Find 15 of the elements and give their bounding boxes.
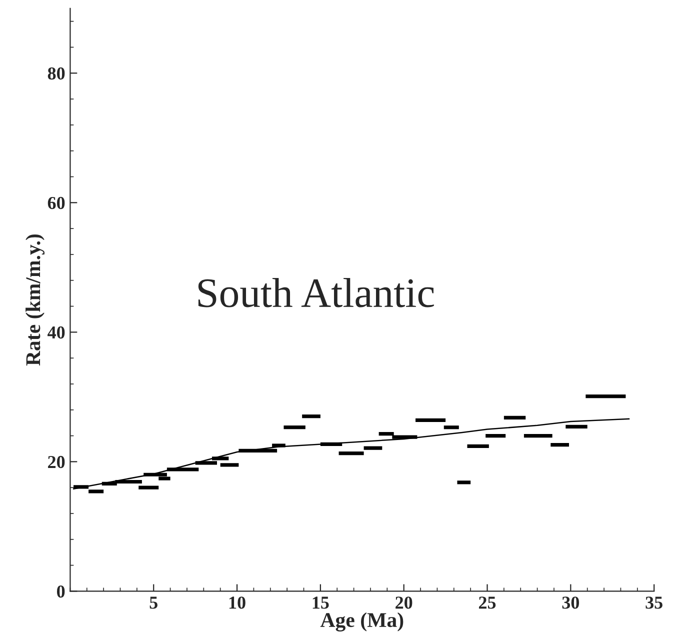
y-tick-label: 60	[48, 196, 65, 210]
x-tick-label: 5	[150, 596, 158, 609]
y-tick-label: 20	[48, 456, 65, 468]
x-axis-title: Age (Ma)	[320, 612, 404, 632]
y-tick-label: 40	[48, 326, 65, 339]
x-tick-label: 10	[229, 596, 246, 609]
x-tick-label: 25	[478, 596, 496, 609]
y-tick-label: 0	[57, 585, 65, 598]
x-tick-label: 35	[646, 596, 662, 609]
annotation: South Atlantic	[198, 278, 434, 308]
x-tick-label: 30	[562, 596, 580, 609]
x-tick-label: 15	[312, 596, 329, 609]
x-tick-label: 20	[396, 596, 412, 609]
y-tick-label: 80	[48, 67, 65, 80]
y-axis-title: Rate (km/m.y.)	[26, 234, 45, 366]
